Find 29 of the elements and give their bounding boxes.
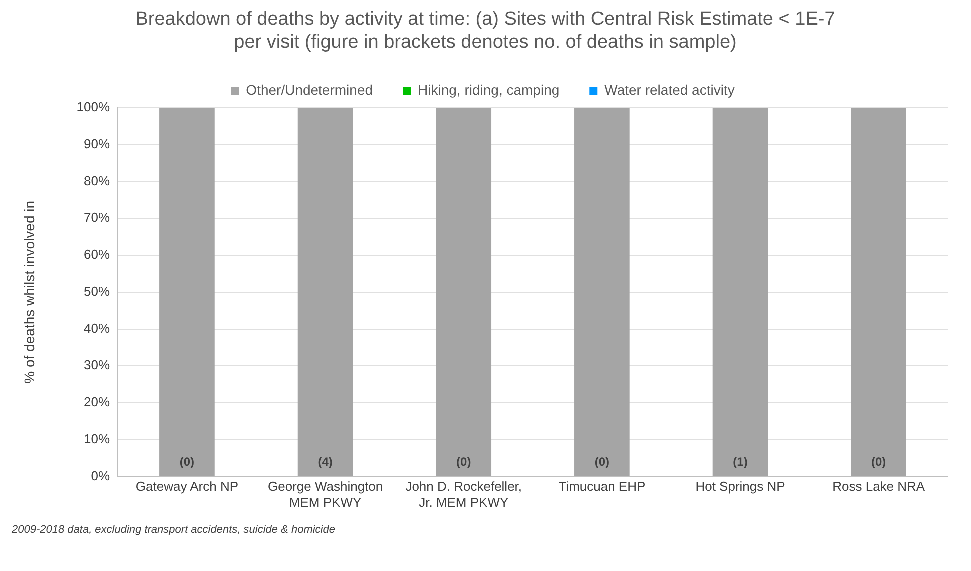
y-tick-label: 60%	[84, 247, 110, 262]
x-tick-label: George Washington MEM PKWY	[268, 479, 384, 510]
x-tick-label: John D. Rockefeller, Jr. MEM PKWY	[406, 479, 522, 510]
annotation: (0)	[180, 455, 195, 470]
legend-label: Other/Undetermined	[246, 82, 374, 98]
chart-title: Breakdown of deaths by activity at time: (a) Sites with Central Risk Estimate < 1E-7 per visit (figure in brackets denotes no. of deaths in sample)	[134, 8, 836, 54]
x-tick-label: Ross Lake NRA	[832, 479, 926, 494]
legend-label: Hiking, riding, camping	[418, 82, 560, 98]
y-tick-label: 80%	[84, 173, 110, 188]
y-tick-label: 30%	[84, 358, 110, 373]
y-axis-title: % of deaths whilst involved in	[21, 200, 38, 384]
y-tick-label: 40%	[84, 320, 110, 336]
y-tick-label: 50%	[84, 284, 110, 299]
y-tick-label: 10%	[84, 432, 110, 446]
y-tick-label: 100%	[76, 100, 110, 115]
annotation: (1)	[733, 455, 748, 470]
x-tick-label: Timucuan EHP	[558, 479, 646, 494]
y-tick-label: 20%	[84, 394, 110, 410]
annotation: (0)	[872, 455, 886, 470]
annotation: (0)	[594, 455, 610, 470]
annotation: (4)	[318, 455, 333, 470]
y-tick-label: 0%	[91, 468, 110, 484]
x-tick-label: Hot Springs NP	[696, 479, 786, 494]
y-tick-label: 70%	[84, 210, 110, 226]
text: 2009-2018 data, excluding transport accidents, suicide & homicide	[12, 524, 336, 536]
legend-label: Water related activity	[604, 82, 735, 98]
annotation: (0)	[456, 455, 472, 470]
y-tick-label: 90%	[84, 136, 110, 152]
x-tick-label: Gateway Arch NP	[136, 479, 239, 494]
